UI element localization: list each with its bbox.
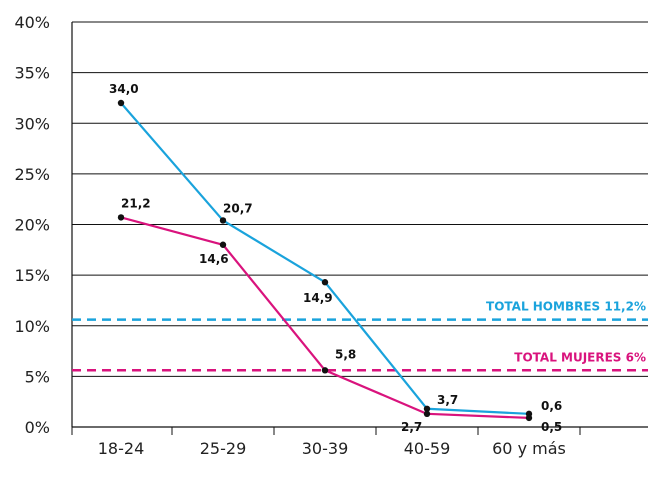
- y-tick-label: 20%: [14, 216, 50, 235]
- y-tick-label: 35%: [14, 64, 50, 83]
- x-tick-label: 30-39: [302, 439, 349, 458]
- y-axis: 0% 5% 10% 15% 20% 25% 30% 35% 40%: [14, 13, 73, 437]
- data-label: 14,6: [199, 252, 229, 266]
- data-label: 0,5: [541, 420, 562, 434]
- data-label: 21,2: [121, 196, 151, 210]
- y-tick-label: 15%: [14, 266, 50, 285]
- series-line: [120, 216, 530, 419]
- data-label: 3,7: [437, 393, 458, 407]
- reference-line-label: TOTAL HOMBRES 11,2%: [486, 300, 646, 314]
- data-label: 34,0: [109, 82, 139, 96]
- data-point: [219, 241, 227, 248]
- grid-lines: [72, 21, 648, 428]
- x-tick-label: 25-29: [200, 439, 247, 458]
- data-labels: 34,0 20,7 14,9 3,7 0,6 21,2 14,6 5,8 2,7 0,5: [109, 82, 562, 434]
- y-tick-label: 25%: [14, 165, 50, 184]
- x-tick-label: 60 y más: [492, 439, 566, 458]
- series-lines: [117, 99, 533, 422]
- y-tick-label: 40%: [14, 13, 50, 32]
- x-tick-label: 40-59: [404, 439, 451, 458]
- data-point: [219, 217, 227, 224]
- reference-line-label: TOTAL MUJERES 6%: [514, 350, 646, 364]
- data-point: [117, 214, 125, 221]
- data-point: [423, 410, 431, 418]
- y-tick-label: 5%: [25, 367, 50, 386]
- y-tick-label: 30%: [14, 114, 50, 133]
- data-point: [321, 279, 329, 286]
- y-tick-label: 0%: [25, 418, 50, 437]
- reference-lines: TOTAL HOMBRES 11,2% TOTAL MUJERES 6%: [72, 300, 648, 372]
- data-label: 5,8: [335, 347, 356, 361]
- data-label: 14,9: [303, 291, 333, 305]
- x-axis: 18-24 25-29 30-39 40-59 60 y más: [71, 426, 648, 458]
- data-point: [117, 99, 125, 107]
- data-point: [423, 405, 431, 412]
- data-point: [321, 367, 329, 374]
- y-tick-label: 10%: [14, 317, 50, 336]
- x-tick-label: 18-24: [98, 439, 145, 458]
- data-label: 2,7: [401, 420, 422, 434]
- data-point: [525, 414, 533, 422]
- data-label: 0,6: [541, 399, 562, 413]
- data-label: 20,7: [223, 201, 253, 215]
